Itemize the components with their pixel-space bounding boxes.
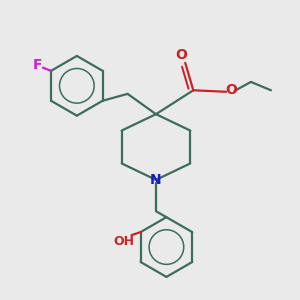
Text: F: F [33, 58, 42, 73]
Text: N: N [150, 173, 162, 187]
Text: OH: OH [114, 235, 135, 248]
Text: O: O [175, 48, 187, 62]
Text: O: O [226, 83, 238, 97]
